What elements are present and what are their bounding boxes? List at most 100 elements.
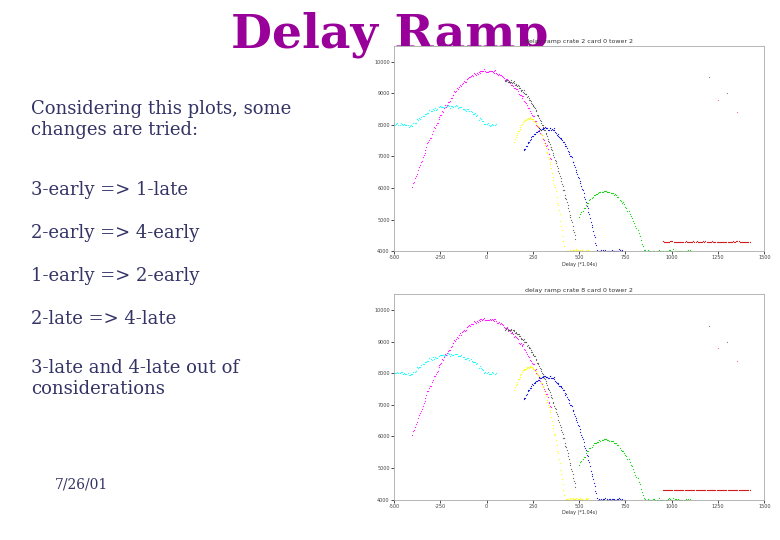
Point	[479, 368, 491, 376]
Point	[661, 495, 673, 504]
Point	[399, 369, 412, 378]
Point	[695, 485, 707, 494]
Point	[498, 75, 511, 84]
Point	[441, 350, 453, 359]
Point	[679, 485, 692, 494]
Point	[582, 456, 594, 464]
Point	[466, 319, 478, 328]
Point	[613, 245, 626, 254]
Point	[690, 486, 702, 495]
Point	[450, 86, 463, 95]
Point	[610, 247, 622, 256]
Point	[697, 237, 710, 246]
Point	[531, 111, 544, 119]
Point	[665, 237, 678, 246]
Point	[406, 430, 419, 439]
Point	[545, 393, 558, 401]
Point	[522, 114, 534, 123]
Point	[520, 99, 533, 107]
Point	[591, 190, 604, 198]
Point	[513, 84, 526, 92]
Point	[608, 439, 620, 448]
Point	[556, 480, 569, 488]
Point	[449, 349, 462, 358]
Point	[594, 496, 606, 504]
Point	[453, 103, 466, 112]
Point	[445, 350, 457, 359]
Point	[530, 107, 542, 116]
Point	[578, 248, 590, 257]
Point	[415, 406, 427, 415]
Point	[608, 495, 620, 504]
Point	[422, 387, 434, 395]
Point	[446, 350, 459, 359]
Point	[555, 470, 567, 478]
Point	[390, 120, 402, 129]
Point	[469, 318, 481, 326]
Point	[599, 246, 612, 254]
Point	[602, 495, 615, 504]
Point	[556, 136, 569, 144]
Point	[721, 338, 733, 346]
Point	[456, 327, 469, 335]
Point	[682, 485, 695, 494]
Point	[581, 247, 594, 255]
Point	[412, 363, 424, 372]
Point	[575, 246, 587, 255]
Point	[666, 247, 679, 256]
Point	[539, 129, 551, 137]
Point	[658, 486, 671, 495]
Point	[701, 485, 714, 494]
Point	[566, 246, 579, 254]
Point	[448, 350, 461, 359]
Point	[739, 486, 751, 495]
Point	[500, 325, 512, 333]
Point	[445, 342, 458, 350]
Point	[567, 225, 580, 234]
Point	[516, 92, 528, 101]
Point	[541, 373, 554, 381]
Point	[456, 104, 469, 113]
Point	[544, 123, 556, 132]
Point	[718, 237, 731, 246]
Point	[683, 248, 696, 257]
Point	[537, 382, 549, 390]
Point	[699, 485, 711, 494]
Point	[727, 485, 739, 494]
Point	[505, 329, 517, 338]
Point	[556, 181, 569, 190]
Point	[698, 486, 711, 495]
Point	[547, 397, 559, 406]
Point	[555, 174, 567, 183]
Point	[402, 123, 415, 131]
Point	[597, 495, 609, 503]
Point	[595, 187, 608, 196]
Point	[411, 418, 424, 427]
Point	[648, 495, 661, 504]
Point	[516, 334, 528, 343]
Point	[567, 247, 580, 255]
Point	[700, 485, 713, 494]
Point	[541, 124, 553, 133]
Point	[492, 319, 505, 328]
Point	[519, 364, 532, 373]
Point	[614, 246, 626, 255]
Point	[608, 496, 621, 504]
Point	[614, 495, 626, 503]
Point	[459, 106, 472, 115]
Point	[610, 496, 622, 504]
Point	[607, 188, 619, 197]
Point	[722, 486, 734, 495]
Point	[555, 422, 567, 431]
Point	[549, 128, 562, 137]
Point	[434, 102, 446, 111]
Point	[509, 132, 522, 141]
Point	[534, 124, 546, 133]
Point	[743, 486, 755, 495]
Point	[606, 494, 619, 503]
Point	[520, 90, 533, 98]
Point	[577, 189, 590, 198]
X-axis label: Delay (*1.04s): Delay (*1.04s)	[562, 262, 597, 267]
Point	[607, 495, 619, 504]
Point	[410, 118, 422, 127]
